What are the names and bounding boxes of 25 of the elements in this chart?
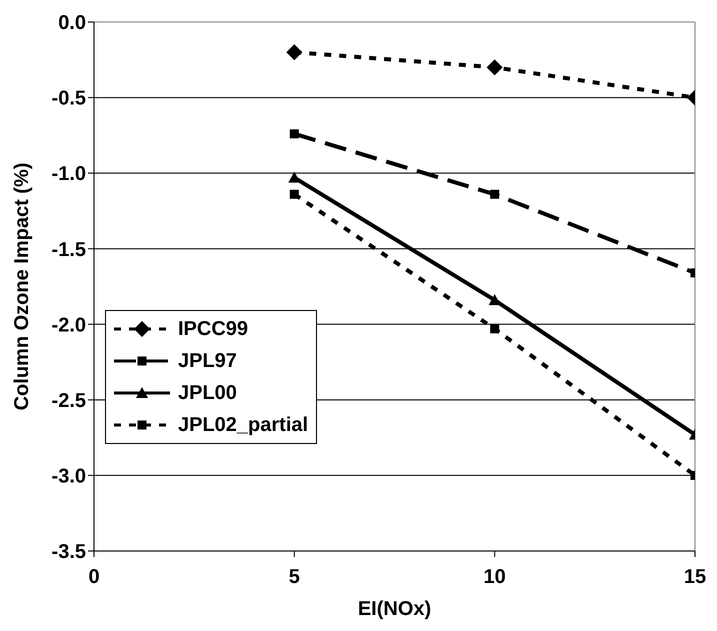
- x-tick-label: 10: [484, 566, 506, 588]
- point: [286, 44, 302, 60]
- legend-label: JPL97: [178, 350, 237, 372]
- y-tick-label: -3.0: [52, 466, 86, 488]
- point: [288, 172, 300, 183]
- point: [490, 324, 500, 334]
- y-tick-label: -1.0: [52, 163, 86, 186]
- y-tick-label: -1.5: [52, 238, 86, 261]
- x-tick-label: 15: [684, 566, 706, 588]
- x-axis-title: EI(NOx): [358, 598, 432, 620]
- point: [290, 129, 299, 138]
- point: [290, 190, 299, 199]
- y-tick-label: -2.5: [52, 390, 86, 412]
- x-tick-label: 0: [88, 566, 100, 588]
- legend-label: IPCC99: [178, 318, 248, 340]
- y-tick-label: 0.0: [58, 12, 86, 34]
- x-tick-label: 5: [288, 566, 300, 588]
- legend-label: JPL00: [178, 382, 237, 404]
- y-tick-label: -0.5: [52, 88, 86, 110]
- legend-label: JPL02_partial: [178, 414, 308, 436]
- point: [486, 59, 503, 76]
- y-axis-title: Column Ozone Impact (%): [11, 162, 34, 410]
- point: [490, 190, 500, 199]
- y-tick-label: -3.5: [52, 541, 86, 564]
- y-tick-label: -2.0: [52, 314, 86, 336]
